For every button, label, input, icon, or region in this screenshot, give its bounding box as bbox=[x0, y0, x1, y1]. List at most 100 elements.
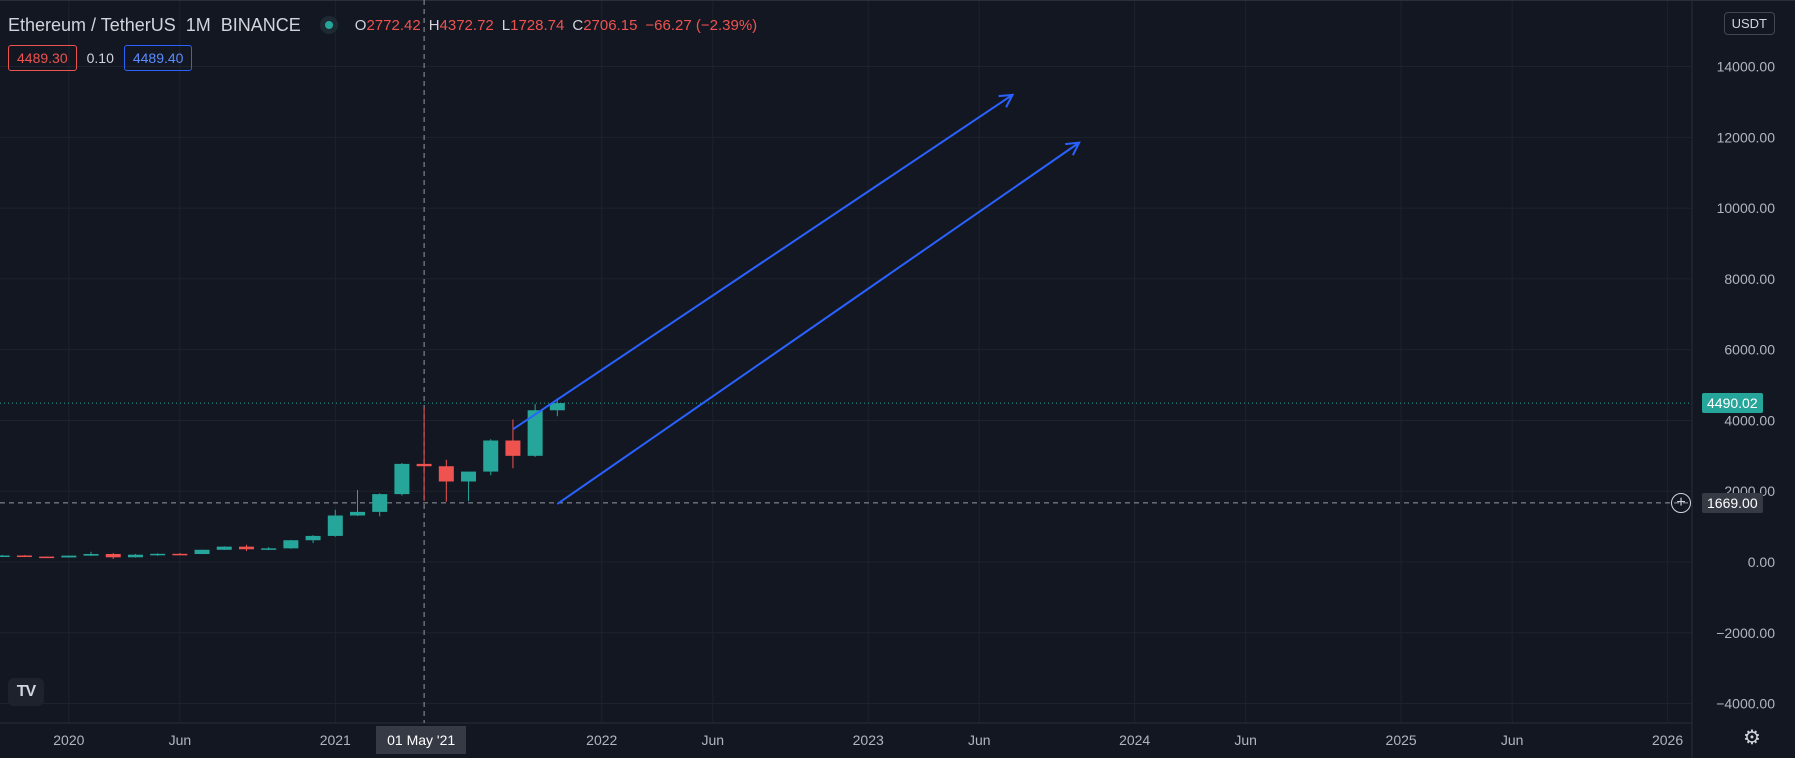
price-tick-label: 12000.00 bbox=[1717, 129, 1776, 145]
crosshair-date-label: 01 May '21 bbox=[376, 726, 467, 754]
candle[interactable] bbox=[61, 555, 77, 558]
time-tick-label: 2020 bbox=[53, 732, 84, 748]
currency-button[interactable]: USDT bbox=[1723, 12, 1775, 35]
price-tick-label: −4000.00 bbox=[1716, 696, 1775, 712]
candle-body bbox=[172, 553, 188, 556]
candle-body bbox=[394, 463, 410, 495]
ohlc-values: O 2772.42 H 4372.72 L 1728.74 C 2706.15 … bbox=[355, 17, 757, 34]
open-label: O bbox=[354, 16, 367, 34]
time-tick-label: 2025 bbox=[1386, 732, 1417, 748]
change-value: −66.27 (−2.39%) bbox=[645, 16, 758, 34]
candle-body bbox=[194, 549, 210, 555]
price-tick-label: 8000.00 bbox=[1724, 271, 1775, 287]
candle-body bbox=[0, 555, 10, 558]
price-axis[interactable]: −4000.00−2000.000.002000.004000.006000.0… bbox=[1716, 59, 1775, 712]
candle[interactable] bbox=[394, 463, 410, 496]
high-value: 4372.72 bbox=[439, 16, 494, 34]
candle-body bbox=[83, 554, 99, 556]
candle-body bbox=[416, 463, 432, 467]
candle-body bbox=[216, 546, 232, 550]
arrow-shaft bbox=[556, 141, 1080, 505]
last-price-label: 4490.02 bbox=[1702, 393, 1763, 414]
close-value: 2706.15 bbox=[583, 16, 638, 34]
time-tick-label: Jun bbox=[1501, 732, 1524, 748]
trend-arrow[interactable] bbox=[556, 141, 1081, 505]
candle[interactable] bbox=[16, 555, 32, 558]
candle[interactable] bbox=[505, 419, 521, 469]
candle[interactable] bbox=[194, 549, 210, 555]
candle[interactable] bbox=[461, 471, 477, 502]
trend-arrows[interactable] bbox=[512, 93, 1081, 505]
candle[interactable] bbox=[261, 547, 277, 551]
candle[interactable] bbox=[150, 553, 166, 556]
low-label: L bbox=[501, 16, 511, 34]
candle-body bbox=[261, 548, 277, 550]
arrow-head-icon bbox=[998, 93, 1015, 108]
interval[interactable]: 1M bbox=[185, 14, 211, 35]
candle[interactable] bbox=[105, 553, 121, 559]
sell-button[interactable]: 4489.30 bbox=[8, 45, 77, 71]
candle[interactable] bbox=[438, 459, 454, 502]
price-tick-label: 4000.00 bbox=[1724, 412, 1775, 428]
candle[interactable] bbox=[0, 554, 10, 558]
candle[interactable] bbox=[216, 546, 232, 550]
arrow-head-icon bbox=[1065, 141, 1081, 156]
trend-arrow[interactable] bbox=[512, 93, 1015, 431]
candle[interactable] bbox=[127, 553, 143, 558]
candle-body bbox=[549, 403, 565, 411]
candle[interactable] bbox=[283, 539, 299, 549]
candle-body bbox=[505, 440, 521, 456]
price-tick-label: 0.00 bbox=[1748, 554, 1775, 570]
time-tick-label: 2026 bbox=[1652, 732, 1683, 748]
candle-body bbox=[150, 553, 166, 556]
add-alert-plus-icon[interactable]: + bbox=[1671, 492, 1691, 513]
time-tick-label: 2023 bbox=[853, 732, 884, 748]
price-tick-label: 10000.00 bbox=[1717, 200, 1776, 216]
time-tick-label: 2024 bbox=[1119, 732, 1150, 748]
candle-body bbox=[105, 554, 121, 558]
candle[interactable] bbox=[416, 407, 432, 501]
candle-body bbox=[283, 540, 299, 549]
candle[interactable] bbox=[549, 398, 565, 417]
candle-body bbox=[127, 554, 143, 558]
candles[interactable] bbox=[0, 398, 565, 559]
candle-body bbox=[39, 556, 55, 559]
price-tick-label: 6000.00 bbox=[1724, 342, 1775, 358]
candle[interactable] bbox=[39, 556, 55, 559]
candle-body bbox=[61, 555, 77, 558]
candle[interactable] bbox=[527, 404, 543, 457]
candle-body bbox=[327, 515, 343, 536]
symbol-name[interactable]: Ethereum / TetherUS bbox=[8, 14, 176, 35]
candle-body bbox=[438, 466, 454, 482]
candle[interactable] bbox=[83, 551, 99, 556]
candle-body bbox=[461, 471, 477, 482]
open-value: 2772.42 bbox=[366, 16, 421, 34]
time-tick-label: 2021 bbox=[320, 732, 351, 748]
candle[interactable] bbox=[372, 493, 388, 517]
time-tick-label: Jun bbox=[1234, 732, 1257, 748]
time-tick-label: Jun bbox=[701, 732, 724, 748]
time-axis[interactable]: 2020 Jun 2021 2022 Jun 2023 Jun 2024 Jun 2025 Jun 2… bbox=[53, 732, 1683, 748]
buy-button[interactable]: 4489.40 bbox=[123, 45, 193, 71]
candle[interactable] bbox=[238, 544, 254, 552]
close-label: C bbox=[572, 16, 584, 34]
candle[interactable] bbox=[483, 439, 499, 476]
time-tick-label: 2022 bbox=[586, 732, 617, 748]
candle-body bbox=[305, 535, 321, 541]
candle[interactable] bbox=[327, 509, 343, 537]
price-tick-label: −2000.00 bbox=[1716, 625, 1775, 641]
candle-body bbox=[372, 494, 388, 512]
tradingview-logo-icon[interactable]: TV bbox=[8, 678, 44, 706]
buy-sell-panel: 4489.30 0.10 4489.40 bbox=[8, 45, 193, 71]
price-lines bbox=[0, 0, 1692, 723]
symbol-legend[interactable]: Ethereum / TetherUS 1M BINANCE O 2772.42… bbox=[8, 12, 757, 38]
candle[interactable] bbox=[305, 535, 321, 544]
candle-body bbox=[527, 410, 543, 456]
gear-icon[interactable]: ⚙ bbox=[1743, 727, 1761, 749]
candle[interactable] bbox=[349, 489, 365, 516]
high-label: H bbox=[428, 16, 440, 34]
candle[interactable] bbox=[172, 553, 188, 556]
